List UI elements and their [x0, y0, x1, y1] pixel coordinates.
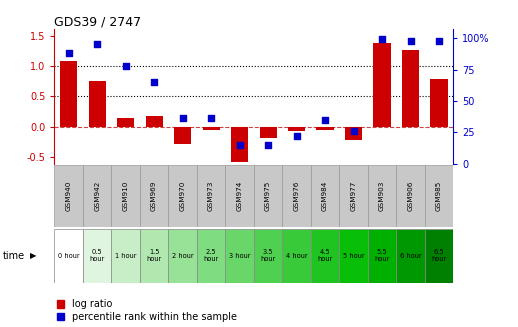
Text: GSM974: GSM974 [237, 181, 242, 211]
Point [321, 117, 329, 122]
Bar [339, 229, 368, 283]
Text: GSM970: GSM970 [180, 181, 185, 211]
Bar [225, 165, 254, 227]
Text: GSM910: GSM910 [123, 181, 128, 211]
Text: GSM969: GSM969 [151, 181, 157, 211]
Text: time: time [3, 251, 25, 261]
Bar [54, 165, 83, 227]
Text: GSM985: GSM985 [436, 181, 442, 211]
Bar [282, 229, 311, 283]
Text: GSM906: GSM906 [408, 181, 413, 211]
Bar [54, 229, 83, 283]
Text: 0.5
hour: 0.5 hour [90, 250, 105, 262]
Text: 1 hour: 1 hour [115, 253, 136, 259]
Bar [430, 79, 448, 127]
Bar [225, 229, 254, 283]
Text: GSM977: GSM977 [351, 181, 356, 211]
Text: 4 hour: 4 hour [286, 253, 307, 259]
Bar [111, 229, 140, 283]
Text: GSM973: GSM973 [208, 181, 214, 211]
Bar [345, 127, 362, 140]
Bar [368, 165, 396, 227]
Bar [373, 43, 391, 127]
Text: GSM975: GSM975 [265, 181, 271, 211]
Point [235, 142, 243, 147]
Text: GSM940: GSM940 [66, 181, 71, 211]
Point [150, 79, 159, 85]
Bar [339, 165, 368, 227]
Text: 2.5
hour: 2.5 hour [204, 250, 219, 262]
Bar [89, 81, 106, 127]
Bar [168, 165, 197, 227]
Bar [254, 165, 282, 227]
Text: GSM903: GSM903 [379, 181, 385, 211]
Bar [425, 165, 453, 227]
Point [349, 128, 357, 133]
Bar [197, 229, 225, 283]
Text: 2 hour: 2 hour [172, 253, 193, 259]
Bar [311, 229, 339, 283]
Bar [140, 165, 168, 227]
Text: GSM984: GSM984 [322, 181, 328, 211]
Text: GSM942: GSM942 [94, 181, 100, 211]
Text: 5 hour: 5 hour [343, 253, 364, 259]
Bar [83, 165, 111, 227]
Point [378, 37, 386, 42]
Bar [368, 229, 396, 283]
Text: 6.5
hour: 6.5 hour [431, 250, 447, 262]
Bar [254, 229, 282, 283]
Point [207, 116, 215, 121]
Bar [311, 165, 339, 227]
Bar [146, 116, 163, 127]
Point [64, 51, 73, 56]
Text: 0 hour: 0 hour [58, 253, 79, 259]
Text: GDS39 / 2747: GDS39 / 2747 [54, 15, 141, 28]
Bar [111, 165, 140, 227]
Text: 3.5
hour: 3.5 hour [261, 250, 276, 262]
Bar [117, 118, 134, 127]
Bar [396, 229, 425, 283]
Point [406, 38, 414, 43]
Text: ▶: ▶ [30, 251, 37, 260]
Bar [231, 127, 248, 162]
Text: 6 hour: 6 hour [400, 253, 421, 259]
Text: GSM976: GSM976 [294, 181, 299, 211]
Point [93, 42, 102, 47]
Text: 5.5
hour: 5.5 hour [375, 250, 390, 262]
Text: 3 hour: 3 hour [229, 253, 250, 259]
Text: 4.5
hour: 4.5 hour [318, 250, 333, 262]
Legend: log ratio, percentile rank within the sample: log ratio, percentile rank within the sa… [56, 299, 237, 322]
Point [435, 38, 443, 43]
Point [264, 142, 272, 147]
Bar [83, 229, 111, 283]
Point [292, 133, 300, 139]
Bar [402, 49, 419, 127]
Bar [174, 127, 191, 144]
Bar [197, 165, 225, 227]
Bar [316, 127, 334, 130]
Bar [140, 229, 168, 283]
Point [178, 116, 186, 121]
Bar [168, 229, 197, 283]
Point [121, 63, 130, 68]
Bar [288, 127, 305, 131]
Bar [60, 61, 77, 127]
Bar [260, 127, 277, 138]
Bar [396, 165, 425, 227]
Text: 1.5
hour: 1.5 hour [147, 250, 162, 262]
Bar [203, 127, 220, 130]
Bar [425, 229, 453, 283]
Bar [282, 165, 311, 227]
